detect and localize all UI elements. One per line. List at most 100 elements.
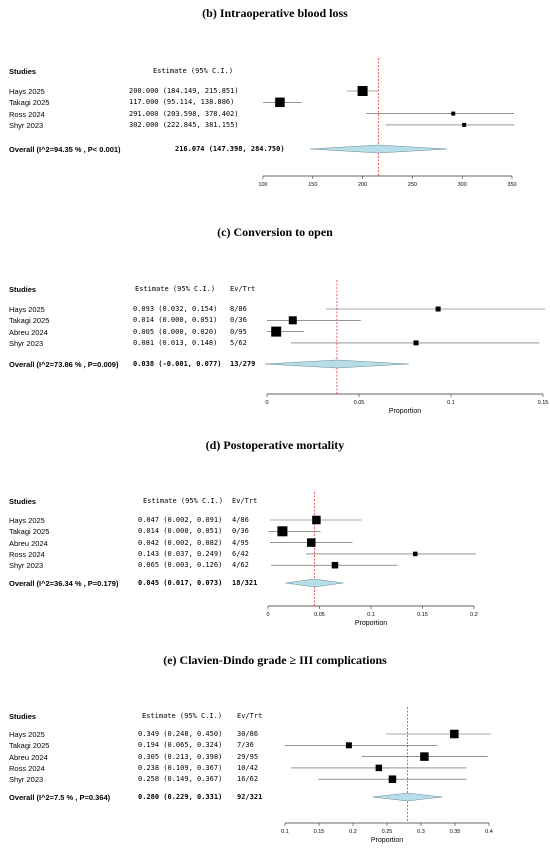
x-tick-label: 0.3 bbox=[417, 829, 425, 835]
overall-diamond bbox=[310, 144, 448, 154]
study-name: Takagi 2025 bbox=[9, 527, 50, 537]
study-estimate: 0.014 (0.000, 0.051) bbox=[133, 316, 218, 325]
overall-estimate: 0.280 (0.229, 0.331) bbox=[138, 793, 223, 801]
study-name: Takagi 2025 bbox=[9, 316, 50, 326]
overall-diamond bbox=[285, 578, 344, 588]
study-marker bbox=[420, 752, 429, 761]
x-tick-label: 0.15 bbox=[314, 829, 325, 835]
x-tick-label: 150 bbox=[308, 182, 317, 188]
study-marker bbox=[312, 515, 321, 525]
study-marker bbox=[277, 526, 288, 537]
overall-label: Overall (I^2=94.35 % , P< 0.001) bbox=[9, 145, 121, 154]
study-marker bbox=[375, 764, 383, 772]
evtrt-header: Ev/Trt bbox=[237, 712, 263, 720]
study-evtrt: 0/36 bbox=[232, 527, 249, 536]
study-estimate: 0.258 (0.149, 0.367) bbox=[138, 775, 223, 784]
study-estimate: 0.081 (0.013, 0.148) bbox=[133, 338, 218, 347]
study-estimate: 0.093 (0.032, 0.154) bbox=[133, 305, 218, 313]
estimate-header: Estimate (95% C.I.) bbox=[143, 497, 224, 505]
study-evtrt: 30/86 bbox=[237, 730, 259, 738]
overall-evtrt: 18/321 bbox=[232, 579, 258, 587]
study-marker bbox=[413, 551, 418, 557]
x-tick-label: 0.2 bbox=[470, 612, 478, 618]
studies-header: Studies bbox=[9, 497, 37, 506]
x-tick-label: 0.15 bbox=[538, 400, 549, 406]
study-name: Ross 2024 bbox=[9, 549, 45, 559]
study-evtrt: 7/36 bbox=[237, 741, 254, 750]
study-estimate: 0.238 (0.109, 0.367) bbox=[138, 763, 223, 772]
x-tick-label: 0 bbox=[265, 400, 268, 406]
study-name: Shyr 2023 bbox=[9, 338, 44, 348]
study-estimate: 302.000 (222.845, 381.155) bbox=[129, 120, 239, 129]
study-marker bbox=[271, 326, 282, 337]
study-name: Hays 2025 bbox=[9, 730, 45, 739]
overall-estimate: 0.045 (0.017, 0.073) bbox=[138, 579, 223, 587]
overall-diamond bbox=[372, 792, 443, 802]
study-marker bbox=[357, 86, 368, 96]
panel-title: (c) Conversion to open bbox=[217, 225, 333, 239]
x-tick-label: 0.35 bbox=[450, 829, 461, 835]
study-name: Hays 2025 bbox=[9, 305, 45, 314]
study-evtrt: 5/62 bbox=[230, 338, 247, 347]
study-evtrt: 4/95 bbox=[232, 538, 249, 547]
x-tick-label: 0.15 bbox=[417, 612, 428, 618]
evtrt-header: Ev/Trt bbox=[230, 285, 256, 293]
x-tick-label: 250 bbox=[408, 182, 417, 188]
overall-estimate: 0.038 (-0.001, 0.077) bbox=[133, 360, 222, 368]
study-marker bbox=[275, 97, 285, 108]
study-estimate: 0.005 (0.000, 0.020) bbox=[133, 327, 218, 336]
study-evtrt: 10/42 bbox=[237, 763, 259, 772]
x-tick-label: 0.1 bbox=[367, 612, 375, 618]
study-evtrt: 4/62 bbox=[232, 561, 249, 570]
study-marker bbox=[331, 561, 339, 569]
study-estimate: 0.194 (0.065, 0.324) bbox=[138, 741, 223, 750]
studies-header: Studies bbox=[9, 67, 37, 76]
x-tick-label: 0.2 bbox=[349, 829, 357, 835]
panel-title: (d) Postoperative mortality bbox=[205, 438, 345, 452]
study-evtrt: 4/86 bbox=[232, 516, 249, 524]
study-marker bbox=[435, 306, 441, 312]
study-name: Ross 2024 bbox=[9, 109, 45, 119]
study-estimate: 0.305 (0.213, 0.398) bbox=[138, 752, 223, 761]
study-evtrt: 16/62 bbox=[237, 775, 259, 784]
study-evtrt: 0/95 bbox=[230, 327, 247, 336]
x-tick-label: 0.05 bbox=[314, 612, 325, 618]
x-tick-label: 350 bbox=[507, 182, 516, 188]
study-marker bbox=[307, 538, 316, 547]
x-axis-label: Proportion bbox=[371, 837, 403, 844]
estimate-header: Estimate (95% C.I.) bbox=[153, 67, 234, 75]
study-estimate: 0.014 (0.000, 0.051) bbox=[138, 527, 223, 536]
evtrt-header: Ev/Trt bbox=[232, 497, 258, 505]
study-marker bbox=[388, 775, 397, 783]
studies-header: Studies bbox=[9, 712, 37, 721]
study-estimate: 200.000 (184.149, 215.851) bbox=[129, 87, 239, 95]
study-name: Abreu 2024 bbox=[9, 752, 48, 762]
panel-title: (b) Intraoperative blood loss bbox=[202, 6, 348, 20]
overall-diamond bbox=[265, 359, 409, 369]
studies-header: Studies bbox=[9, 285, 37, 294]
study-evtrt: 6/42 bbox=[232, 549, 249, 558]
study-name: Shyr 2023 bbox=[9, 775, 44, 785]
study-name: Abreu 2024 bbox=[9, 327, 48, 337]
study-estimate: 0.143 (0.037, 0.249) bbox=[138, 549, 223, 558]
study-estimate: 0.065 (0.003, 0.126) bbox=[138, 561, 223, 570]
x-axis-label: Proportion bbox=[355, 620, 387, 627]
study-marker bbox=[413, 340, 419, 346]
study-marker bbox=[450, 729, 459, 739]
overall-estimate: 216.074 (147.398, 284.750) bbox=[175, 145, 285, 153]
study-evtrt: 29/95 bbox=[237, 752, 259, 761]
x-tick-label: 0.1 bbox=[281, 829, 289, 835]
study-name: Abreu 2024 bbox=[9, 538, 48, 548]
panel-title: (e) Clavien-Dindo grade ≥ III complicati… bbox=[163, 653, 387, 667]
overall-label: Overall (I^2=73.86 % , P=0.009) bbox=[9, 360, 119, 369]
study-marker bbox=[288, 316, 297, 325]
x-tick-label: 0.25 bbox=[382, 829, 393, 835]
overall-label: Overall (I^2=36.34 % , P=0.179) bbox=[9, 579, 119, 588]
x-tick-label: 200 bbox=[358, 182, 367, 188]
x-tick-label: 0.4 bbox=[485, 829, 493, 835]
study-name: Hays 2025 bbox=[9, 516, 45, 525]
study-marker bbox=[345, 742, 352, 749]
study-marker bbox=[451, 111, 456, 116]
